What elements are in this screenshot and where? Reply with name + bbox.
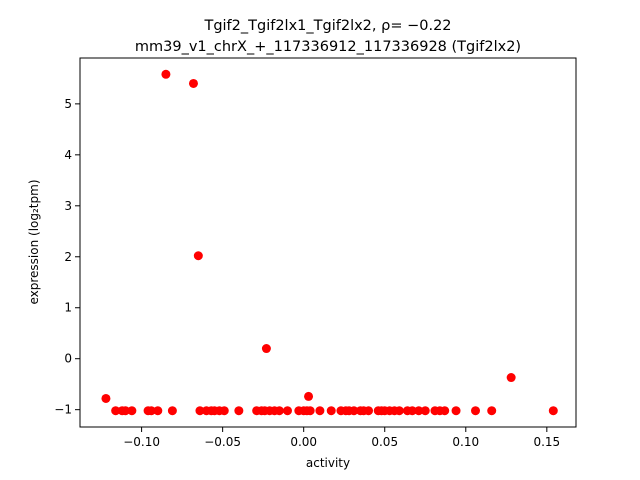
data-point (407, 406, 417, 416)
data-point (394, 406, 404, 416)
x-tick-label: 0.10 (452, 435, 479, 449)
data-points (101, 69, 558, 416)
x-tick-label: 0.05 (371, 435, 398, 449)
data-point (315, 406, 325, 416)
data-point (127, 406, 137, 416)
x-tick-label: 0.15 (533, 435, 560, 449)
chart-title-line1: Tgif2_Tgif2lx1_Tgif2lx2, ρ= −0.22 (203, 18, 451, 34)
y-tick-label: 0 (64, 352, 72, 366)
data-point (305, 406, 315, 416)
y-tick-label: 4 (64, 148, 72, 162)
data-point (153, 406, 163, 416)
x-tick-label: 0.00 (290, 435, 317, 449)
data-point (146, 406, 156, 416)
data-point (487, 406, 497, 416)
plot-frame (79, 57, 577, 428)
data-point (120, 406, 130, 416)
x-axis-label: activity (306, 456, 350, 470)
data-point (161, 69, 171, 79)
data-point (101, 393, 111, 403)
data-point (326, 406, 336, 416)
data-point (414, 406, 424, 416)
data-point (188, 78, 198, 88)
y-tick-label: 3 (64, 199, 72, 213)
data-point (548, 406, 558, 416)
y-axis-label: expression (log₂tpm) (27, 179, 41, 304)
data-point (304, 391, 314, 401)
chart-title-line2: mm39_v1_chrX_+_117336912_117336928 (Tgif… (135, 39, 521, 55)
data-point (506, 373, 516, 383)
y-tick-label: 1 (64, 301, 72, 315)
x-tick-label: −0.10 (123, 435, 160, 449)
y-tick-label: −1 (54, 403, 72, 417)
data-point (234, 406, 244, 416)
axis-ticks: −0.10 −0.05 0.00 0.05 0.10 0.15 −1 0 1 2 3 4 5 (54, 97, 560, 449)
x-tick-label: −0.05 (204, 435, 241, 449)
data-point (364, 406, 374, 416)
data-point (167, 406, 177, 416)
y-tick-label: 2 (64, 250, 72, 264)
data-point (282, 406, 292, 416)
data-point (219, 406, 229, 416)
data-point (274, 406, 284, 416)
data-point (193, 251, 203, 261)
y-tick-label: 5 (64, 97, 72, 111)
data-point (420, 406, 430, 416)
data-point (261, 344, 271, 354)
data-point (195, 406, 205, 416)
data-point (440, 406, 450, 416)
data-point (349, 406, 359, 416)
data-point (111, 406, 121, 416)
data-point (471, 406, 481, 416)
data-point (451, 406, 461, 416)
